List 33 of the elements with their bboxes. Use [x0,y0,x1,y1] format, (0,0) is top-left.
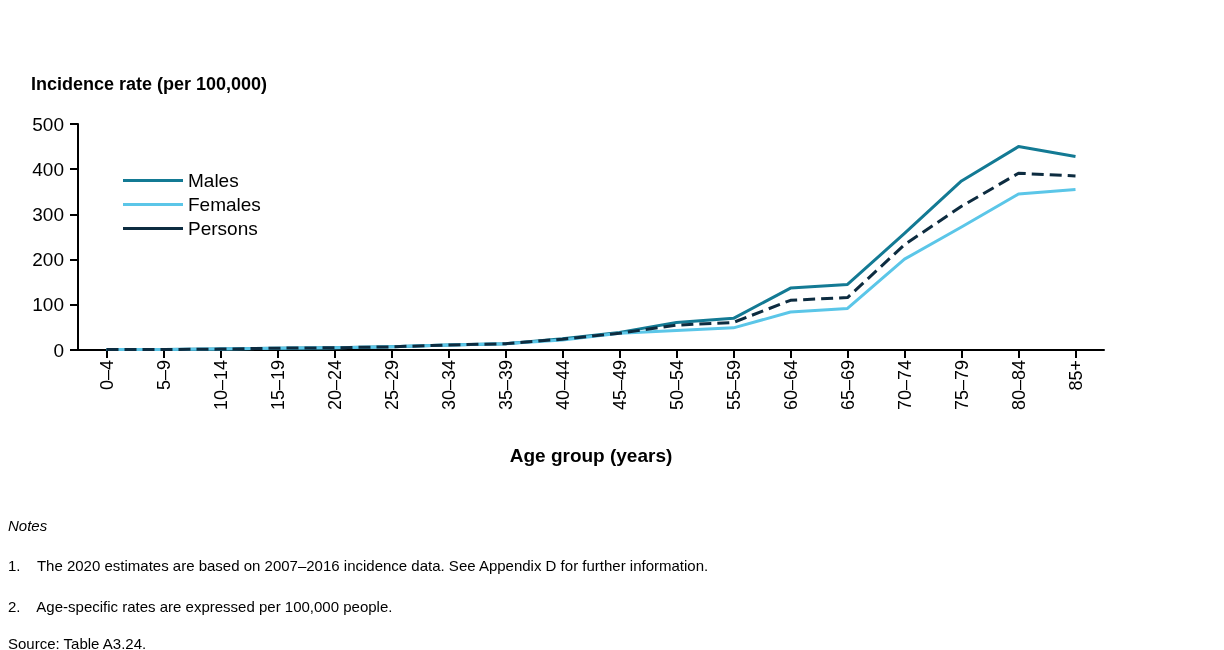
x-tick-label: 65–69 [837,360,858,411]
text: 1. The 2020 estimates are based on 2007–2016 incidence data. See Appendix D for further information. [8,557,709,574]
x-tick-label: 85+ [1065,360,1086,391]
x-tick-label: 35–39 [495,360,516,411]
x-tick-label: 10–14 [210,360,231,411]
x-tick-label: 70–74 [894,360,915,411]
y-tick-label: 400 [32,158,64,180]
text: 2. Age-specific rates are expressed per 100,000 people. [8,598,393,615]
y-tick-label: 100 [32,294,64,316]
x-tick-label: 45–49 [609,360,630,411]
y-tick-label: 200 [32,249,64,271]
x-tick-label: 75–79 [951,360,972,411]
text: Notes [8,517,48,534]
x-tick-label: 80–84 [1008,360,1029,411]
x-tick-label: 60–64 [780,360,801,411]
y-tick-label: 0 [53,339,64,361]
x-tick-label: 5–9 [153,360,174,391]
y-axis-title: Incidence rate (per 100,000) [31,74,268,94]
legend-label: Females [188,194,261,215]
y-tick-label: 500 [32,113,64,135]
x-tick-label: 30–34 [438,360,459,411]
y-tick-label: 300 [32,203,64,225]
legend-label: Males [188,170,239,191]
x-tick-label: 25–29 [381,360,402,411]
x-tick-label: 50–54 [666,360,687,411]
x-tick-label: 15–19 [267,360,288,411]
x-tick-label: 40–44 [552,360,573,411]
x-tick-label: 55–59 [723,360,744,411]
source-note: Source: Table A3.24. [8,635,147,650]
x-tick-label: 20–24 [324,360,345,411]
legend-label: Persons [188,218,258,239]
x-tick-label: 0–4 [96,360,117,391]
x-axis-title: Age group (years) [509,445,673,466]
